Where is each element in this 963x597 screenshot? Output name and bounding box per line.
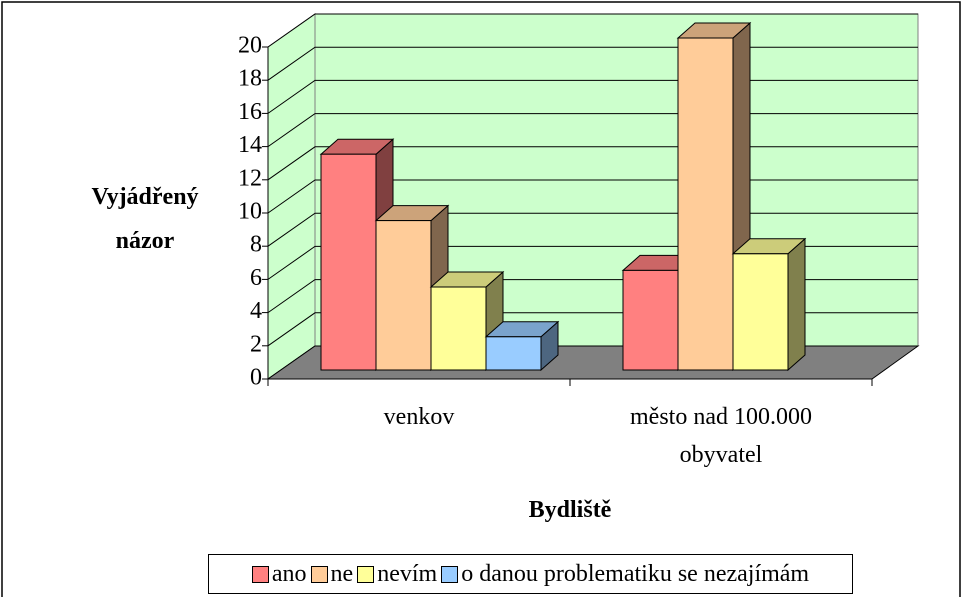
y-tick-label: 0 (250, 365, 262, 391)
legend-label: o danou problematiku se nezajímám (461, 560, 810, 587)
y-tick-label: 16 (238, 99, 262, 125)
y-tick-label: 8 (250, 232, 262, 258)
legend-entry: ne (310, 560, 354, 588)
grid-line (267, 13, 918, 48)
y-tick-label: 20 (238, 33, 262, 59)
bar-front (320, 153, 377, 371)
y-tick-label: 10 (238, 199, 262, 225)
bar-front (732, 253, 789, 371)
y-tick-label: 6 (250, 265, 262, 291)
y-tick-label: 18 (238, 66, 262, 92)
legend-label: ne (330, 560, 354, 587)
x-tick-label: město nad 100.000 obyvatel (630, 404, 812, 468)
legend-swatch (310, 566, 328, 584)
y-tick-label: 14 (238, 132, 262, 158)
bar-front (677, 37, 734, 371)
bar (374, 204, 450, 372)
bar-side (787, 237, 806, 372)
legend-label: nevím (377, 560, 438, 587)
legend-swatch (441, 566, 459, 584)
bar-front (375, 220, 432, 371)
x-tick-label: venkov (383, 404, 455, 430)
bar-front (485, 336, 542, 371)
bar (484, 320, 560, 372)
legend-entry: o danou problematiku se nezajímám (441, 561, 809, 588)
y-tick-label: 12 (238, 165, 262, 191)
y-tick-label: 4 (250, 298, 262, 324)
legend: ano ne nevím o danou problematiku se nezají… (208, 554, 853, 594)
bar-front (430, 286, 487, 371)
legend-entry: ano (251, 560, 307, 588)
legend-swatch (357, 566, 375, 584)
y-axis-title: Vyjádřený názor (91, 184, 199, 254)
legend-swatch (251, 566, 269, 584)
legend-label: ano (271, 560, 307, 587)
x-axis-title: Bydliště (528, 497, 612, 523)
bar (731, 237, 807, 372)
y-tick-label: 2 (250, 331, 262, 357)
legend-entry: nevím (357, 561, 437, 588)
bar-front (622, 269, 679, 371)
